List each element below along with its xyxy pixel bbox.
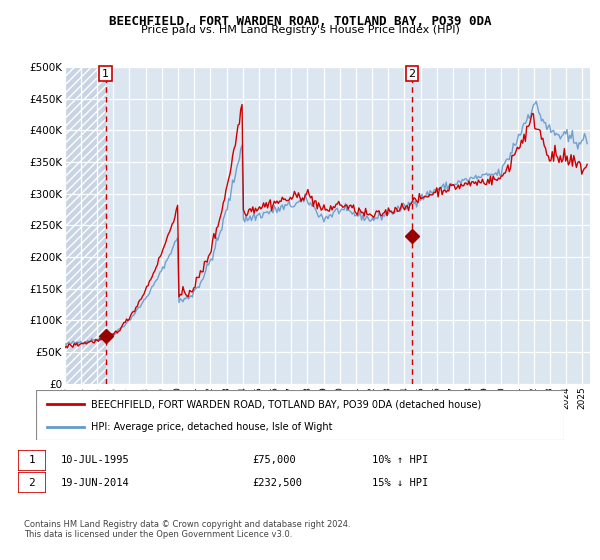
FancyBboxPatch shape bbox=[36, 390, 564, 440]
Text: Price paid vs. HM Land Registry's House Price Index (HPI): Price paid vs. HM Land Registry's House … bbox=[140, 25, 460, 35]
Text: 10% ↑ HPI: 10% ↑ HPI bbox=[372, 455, 428, 465]
Text: BEECHFIELD, FORT WARDEN ROAD, TOTLAND BAY, PO39 0DA (detached house): BEECHFIELD, FORT WARDEN ROAD, TOTLAND BA… bbox=[91, 399, 482, 409]
Text: 19-JUN-2014: 19-JUN-2014 bbox=[61, 478, 130, 488]
Text: 2: 2 bbox=[409, 68, 416, 78]
Text: 15% ↓ HPI: 15% ↓ HPI bbox=[372, 478, 428, 488]
Text: £232,500: £232,500 bbox=[252, 478, 302, 488]
Text: BEECHFIELD, FORT WARDEN ROAD, TOTLAND BAY, PO39 0DA: BEECHFIELD, FORT WARDEN ROAD, TOTLAND BA… bbox=[109, 15, 491, 27]
Text: 2: 2 bbox=[28, 478, 35, 488]
Text: £75,000: £75,000 bbox=[252, 455, 296, 465]
Text: 10-JUL-1995: 10-JUL-1995 bbox=[61, 455, 130, 465]
Text: 1: 1 bbox=[28, 455, 35, 465]
Text: 1: 1 bbox=[102, 68, 109, 78]
Text: HPI: Average price, detached house, Isle of Wight: HPI: Average price, detached house, Isle… bbox=[91, 422, 333, 432]
Bar bbox=[65, 67, 106, 384]
Text: Contains HM Land Registry data © Crown copyright and database right 2024.
This d: Contains HM Land Registry data © Crown c… bbox=[24, 520, 350, 539]
